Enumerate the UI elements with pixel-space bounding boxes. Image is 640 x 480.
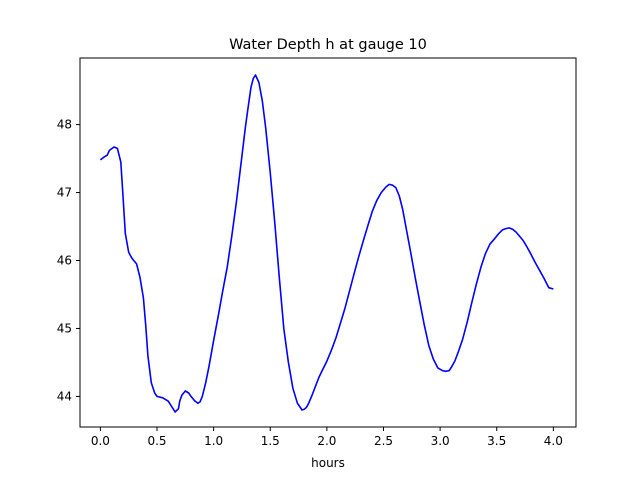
- x-axis-ticks: 0.0 0.5 1.0 1.5 2.0 2.5 3.0 3.5 4.0: [91, 427, 563, 448]
- series-line: [99, 74, 554, 413]
- x-tick-label: 4.0: [544, 434, 563, 448]
- series-layer: [99, 74, 554, 413]
- y-axis-ticks: 44 45 46 47 48: [57, 118, 80, 403]
- x-tick-label: 2.5: [374, 434, 393, 448]
- y-tick-label: 44: [57, 389, 72, 403]
- chart-title: Water Depth h at gauge 10: [229, 37, 427, 53]
- y-tick-label: 48: [57, 118, 72, 132]
- y-tick-label: 46: [57, 254, 72, 268]
- x-tick-label: 2.0: [317, 434, 336, 448]
- x-axis-title: hours: [311, 456, 345, 470]
- x-tick-label: 0.0: [91, 434, 110, 448]
- y-tick-label: 47: [57, 186, 72, 200]
- x-tick-label: 0.5: [147, 434, 166, 448]
- x-tick-label: 3.5: [487, 434, 506, 448]
- plot-area: [79, 57, 577, 428]
- y-tick-label: 45: [57, 321, 72, 335]
- x-tick-label: 1.0: [204, 434, 223, 448]
- x-tick-label: 3.0: [431, 434, 450, 448]
- x-tick-label: 1.5: [261, 434, 280, 448]
- axes-frame: [79, 57, 577, 428]
